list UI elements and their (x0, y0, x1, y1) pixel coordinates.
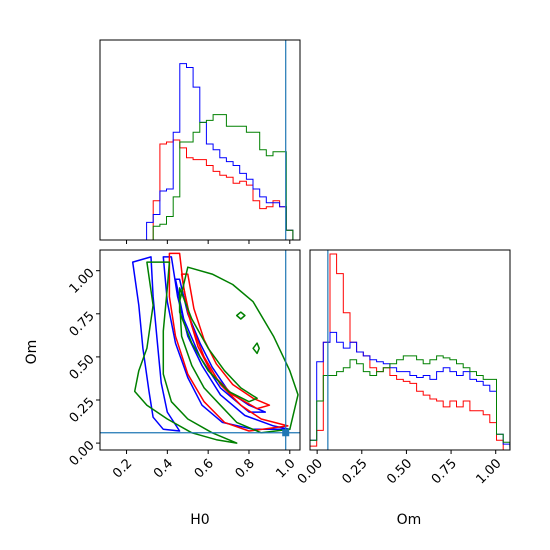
om-hist-series-group (310, 253, 510, 450)
contour-frame (99, 249, 301, 451)
contour-green-5 (178, 266, 299, 434)
h0-xtick-label-0: 0.2 (110, 456, 135, 481)
om-axis-label: Om (397, 512, 422, 528)
h0-xtick-label-3: 0.8 (233, 456, 258, 481)
contour-green-8 (235, 311, 246, 320)
h0-hist-series-green (100, 114, 300, 240)
h0-histogram-panel (99, 39, 301, 244)
om-hist-series-red (310, 253, 510, 450)
om-y-axis-label: Om (24, 340, 40, 365)
om-xtick-label-4: 1.00 (473, 456, 504, 487)
om-ytick-label-1: 0.25 (67, 395, 98, 426)
om-ytick-label-3: 0.75 (67, 309, 98, 340)
contour-red-3 (168, 252, 289, 432)
h0-hist-series-red (100, 139, 300, 240)
om-xtick-label-3: 0.75 (429, 456, 460, 487)
h0-axis-label: H0 (190, 512, 209, 528)
om-ytick-label-2: 0.50 (67, 352, 98, 383)
om-ytick-label-0: 0.00 (67, 438, 98, 469)
om-hist-frame (309, 249, 511, 451)
contour-green-6 (133, 261, 238, 444)
h0-xtick-label-2: 0.6 (192, 456, 217, 481)
om-xtick-label-0: 0.00 (295, 456, 326, 487)
contour-green-7 (178, 287, 258, 403)
h0-xtick-label-1: 0.4 (151, 456, 176, 481)
contour-blue-0 (131, 256, 181, 432)
h0-hist-frame (99, 39, 301, 241)
truth-marker (282, 429, 290, 437)
contour-green-9 (252, 342, 260, 355)
om-histogram-panel: 0.00 0.25 0.50 0.75 1.00 (295, 249, 511, 487)
contour-group (131, 252, 299, 444)
contour-blue-2 (174, 278, 267, 413)
contour-blue-1 (162, 256, 291, 431)
h0-hist-series-blue (100, 63, 300, 240)
om-hist-series-green (310, 355, 510, 450)
om-xtick-label-1: 0.25 (340, 456, 371, 487)
om-hist-series-blue (310, 331, 510, 450)
h0-hist-series-group (100, 63, 300, 240)
om-xtick-label-2: 0.50 (384, 456, 415, 487)
om-ytick-label-4: 1.00 (67, 266, 98, 297)
h0-om-contour-panel: 0.2 0.4 0.6 0.8 1.00.000.250.500.751.00 (67, 249, 301, 481)
